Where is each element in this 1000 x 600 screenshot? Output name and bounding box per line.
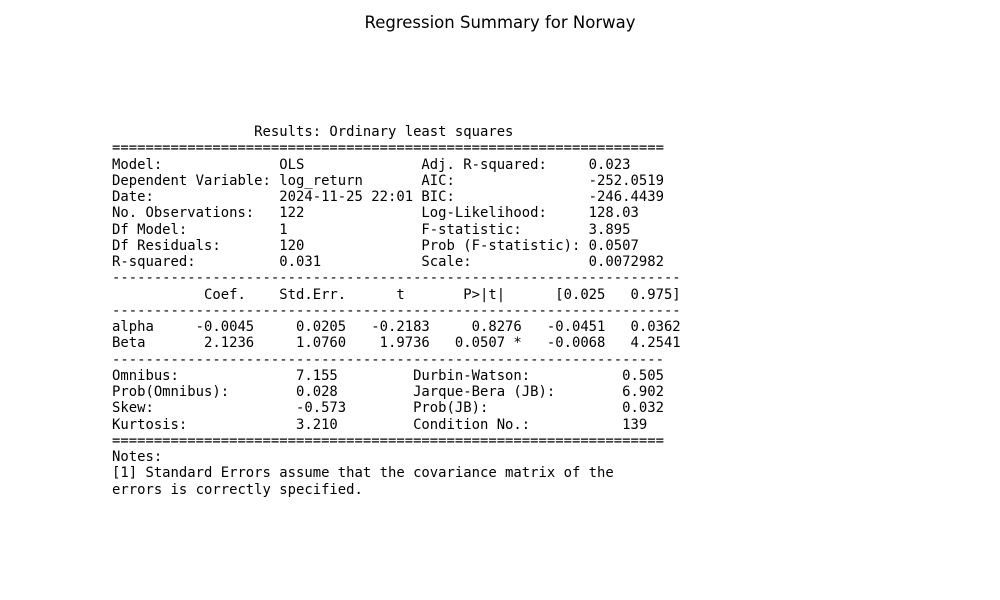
kurtosis-line: Kurtosis: 3.210 Condition No.: 139 bbox=[112, 416, 648, 433]
single-rule: ----------------------------------------… bbox=[112, 270, 681, 287]
regression-summary: Results: Ordinary least squares ========… bbox=[112, 124, 681, 498]
date-line: Date: 2024-11-25 22:01 BIC: -246.4439 bbox=[112, 189, 664, 205]
df-model-line: Df Model: 1 F-statistic: 3.895 bbox=[112, 221, 631, 238]
dependent-variable-line: Dependent Variable: log_return AIC: -252… bbox=[112, 172, 664, 189]
prob-omnibus-line: Prob(Omnibus): 0.028 Jarque-Bera (JB): 6… bbox=[112, 384, 664, 400]
double-rule: ========================================… bbox=[112, 140, 664, 157]
note-line: errors is correctly specified. bbox=[112, 481, 363, 498]
model-line: Model: OLS Adj. R-squared: 0.023 bbox=[112, 156, 631, 173]
note-line: [1] Standard Errors assume that the cova… bbox=[112, 465, 614, 482]
coef-table-header: Coef. Std.Err. t P>|t| [0.025 0.975] bbox=[112, 286, 681, 303]
r-squared-line: R-squared: 0.031 Scale: 0.0072982 bbox=[112, 254, 664, 270]
omnibus-line: Omnibus: 7.155 Durbin-Watson: 0.505 bbox=[112, 367, 664, 384]
results-heading: Results: Ordinary least squares bbox=[112, 124, 514, 140]
observations-line: No. Observations: 122 Log-Likelihood: 12… bbox=[112, 205, 639, 222]
skew-line: Skew: -0.573 Prob(JB): 0.032 bbox=[112, 400, 664, 417]
single-rule: ----------------------------------------… bbox=[112, 351, 664, 368]
notes-heading: Notes: bbox=[112, 449, 163, 465]
coef-row-alpha: alpha -0.0045 0.0205 -0.2183 0.8276 -0.0… bbox=[112, 319, 681, 335]
coef-row-beta: Beta 2.1236 1.0760 1.9736 0.0507 * -0.00… bbox=[112, 335, 681, 352]
df-residuals-line: Df Residuals: 120 Prob (F-statistic): 0.… bbox=[112, 237, 639, 254]
double-rule: ========================================… bbox=[112, 432, 664, 449]
single-rule: ----------------------------------------… bbox=[112, 302, 681, 319]
page-title: Regression Summary for Norway bbox=[364, 13, 636, 32]
